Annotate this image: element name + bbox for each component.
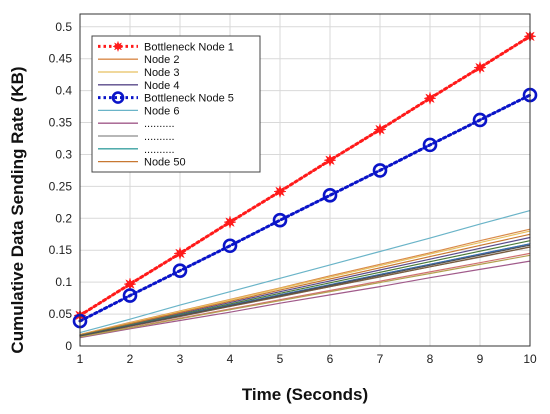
legend-item: Bottleneck Node 1 — [98, 40, 234, 53]
legend-label: Node 2 — [144, 54, 179, 66]
x-tick-labels: 1 2 3 4 5 6 7 8 9 10 — [77, 352, 537, 366]
data-point — [423, 91, 437, 106]
series-node — [79, 260, 531, 339]
data-point — [472, 112, 488, 128]
x-axis-label: Time (Seconds) — [242, 385, 368, 404]
series-bottleneck-node-5 — [72, 87, 538, 329]
x-tick-label: 2 — [127, 352, 134, 366]
series-line — [79, 236, 531, 336]
data-point — [122, 288, 138, 303]
data-point — [322, 188, 338, 203]
legend-item: Node 50 — [98, 157, 186, 169]
data-point — [111, 91, 125, 104]
x-tick-label: 5 — [277, 352, 284, 366]
data-point — [272, 212, 288, 228]
x-tick-label: 1 — [77, 352, 84, 366]
legend-item: Node 3 — [98, 67, 179, 79]
series-line — [78, 34, 532, 317]
legend-item: .......... — [98, 144, 175, 156]
data-point — [173, 246, 187, 261]
series-line — [79, 240, 531, 337]
legend-item: Node 2 — [98, 54, 179, 66]
series-line — [79, 260, 531, 339]
y-tick-label: 0.3 — [55, 147, 72, 161]
legend-label: Node 50 — [144, 157, 186, 169]
legend-item: Bottleneck Node 5 — [98, 91, 234, 105]
legend-label: Node 6 — [144, 105, 179, 117]
x-tick-label: 3 — [177, 352, 184, 366]
series-node-4 — [79, 236, 531, 336]
y-tick-labels: 0 0.05 0.1 0.15 0.2 0.25 0.3 0.35 0.4 0.45 0.5 — [49, 20, 73, 353]
data-point — [273, 184, 287, 199]
legend-label: Bottleneck Node 1 — [144, 41, 234, 53]
series-line — [78, 93, 532, 323]
data-point — [172, 263, 188, 278]
x-tick-label: 6 — [327, 352, 334, 366]
legend-label: Node 4 — [144, 80, 179, 92]
y-axis-label: Cumulative Data Sending Rate (KB) — [8, 66, 27, 353]
y-tick-label: 0.4 — [55, 84, 72, 98]
data-point — [372, 163, 388, 178]
legend-item: .......... — [98, 118, 175, 130]
legend-label: .......... — [144, 144, 175, 156]
data-point — [373, 122, 387, 137]
series-node — [79, 254, 531, 338]
x-tick-label: 9 — [477, 352, 484, 366]
series-layer — [72, 29, 538, 339]
y-tick-label: 0.15 — [49, 243, 73, 257]
y-tick-label: 0.2 — [55, 211, 72, 225]
y-tick-label: 0.25 — [49, 179, 73, 193]
series-node-50 — [79, 233, 531, 336]
data-point — [323, 153, 337, 168]
series-node-3 — [79, 230, 531, 336]
legend-label: .......... — [144, 131, 175, 143]
x-tick-label: 7 — [377, 352, 384, 366]
legend-item: Node 6 — [98, 105, 179, 117]
plot-frame — [79, 13, 531, 347]
data-point — [223, 215, 237, 230]
legend-label: Bottleneck Node 5 — [144, 93, 234, 105]
y-tick-label: 0.05 — [49, 307, 73, 321]
y-tick-label: 0.5 — [55, 20, 72, 34]
y-tick-label: 0 — [65, 339, 72, 353]
series-line — [79, 230, 531, 336]
series-node — [79, 244, 531, 337]
legend-label: .......... — [144, 118, 175, 130]
y-tick-label: 0.45 — [49, 52, 73, 66]
legend-item: Node 4 — [98, 80, 179, 92]
series-line — [79, 233, 531, 336]
series-bottleneck-node-1 — [73, 29, 537, 323]
series-node — [79, 240, 531, 337]
x-tick-label: 8 — [427, 352, 434, 366]
data-point — [112, 40, 124, 53]
data-point — [422, 137, 438, 153]
data-point — [222, 238, 238, 254]
series-line — [79, 210, 531, 334]
series-line — [79, 254, 531, 338]
series-node-6 — [79, 210, 531, 334]
legend-item: .......... — [98, 131, 175, 143]
x-tick-label: 4 — [227, 352, 234, 366]
y-tick-label: 0.35 — [49, 116, 73, 130]
x-tick-label: 10 — [523, 352, 537, 366]
data-point — [473, 60, 487, 75]
series-line — [79, 244, 531, 337]
legend-label: Node 3 — [144, 67, 179, 79]
y-tick-label: 0.1 — [55, 275, 72, 289]
